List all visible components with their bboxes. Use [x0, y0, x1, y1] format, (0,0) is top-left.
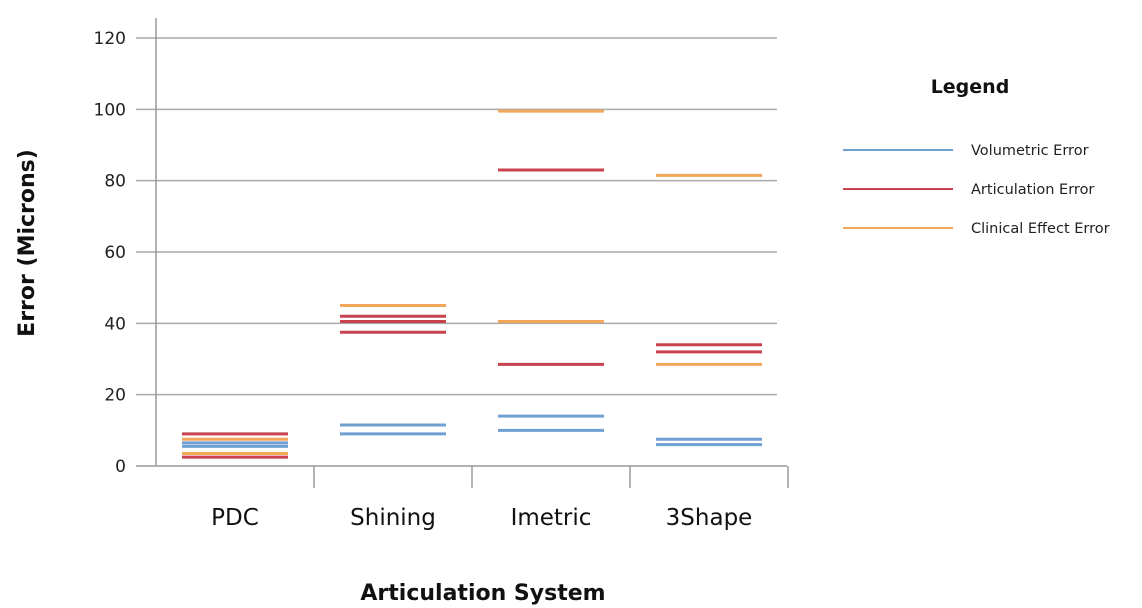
legend-title: Legend: [931, 76, 1010, 98]
y-tick-label-120: 120: [94, 29, 126, 49]
y-axis-title: Error (Microns): [15, 149, 40, 337]
x-tick-label-3shape: 3Shape: [666, 505, 753, 531]
y-tick-label-100: 100: [94, 100, 126, 120]
axes: [136, 18, 789, 488]
y-tick-label-60: 60: [104, 243, 126, 263]
legend-label-clinical-effect-error: Clinical Effect Error: [971, 221, 1110, 237]
y-tick-label-80: 80: [104, 172, 126, 192]
x-tick-label-shining: Shining: [350, 505, 436, 531]
legend-label-volumetric-error: Volumetric Error: [971, 143, 1089, 159]
x-axis-title: Articulation System: [360, 581, 605, 606]
x-tick-label-pdc: PDC: [211, 505, 259, 531]
data-marks: [182, 109, 762, 459]
legend-label-articulation-error: Articulation Error: [971, 182, 1094, 198]
y-tick-label-40: 40: [104, 314, 126, 334]
y-tick-label-0: 0: [115, 457, 126, 477]
y-tick-label-20: 20: [104, 386, 126, 406]
legend: Legend Volumetric Error Articulation Erro…: [843, 76, 1110, 237]
x-tick-label-imetric: Imetric: [511, 505, 592, 531]
tick-labels: 0 20 40 60 80 100 120 PDC Shining Imetric 3Shape: [94, 29, 753, 531]
gridlines: [136, 37, 777, 396]
